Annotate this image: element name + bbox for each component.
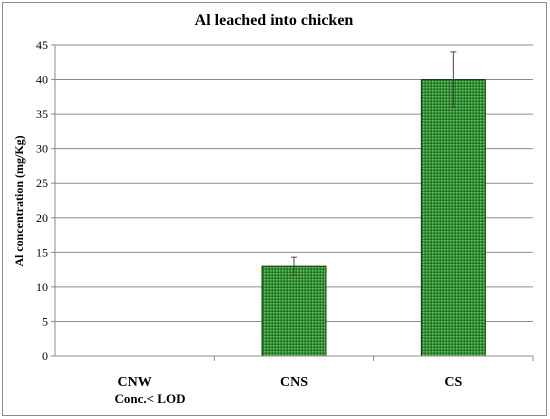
bar-cs <box>420 79 486 357</box>
y-tick-label: 35 <box>36 107 48 121</box>
error-bars <box>291 51 457 276</box>
y-tick-label: 5 <box>42 314 48 328</box>
chart-frame: Al leached into chicken 0 5 10 15 20 25 30 35 40… <box>2 2 547 416</box>
y-tick-label: 20 <box>36 211 48 225</box>
y-tick-label: 25 <box>36 176 48 190</box>
error-bar-cns <box>291 256 297 276</box>
y-tick-label: 45 <box>36 38 48 52</box>
y-tick-label: 30 <box>36 142 48 156</box>
x-category-label: CNS <box>280 375 308 390</box>
bar-cns <box>261 265 327 357</box>
y-tick-label: 40 <box>36 73 48 87</box>
y-tick-label: 15 <box>36 245 48 259</box>
bars <box>261 79 486 357</box>
chart-title: Al leached into chicken <box>195 12 354 29</box>
y-axis-label: Al concentration (mg/Kg) <box>12 135 26 266</box>
x-category-label: CNW <box>118 375 152 390</box>
error-bar-cs <box>450 51 457 108</box>
y-tick-label: 10 <box>36 280 48 294</box>
bar-chart: Al leached into chicken 0 5 10 15 20 25 30 35 40… <box>12 12 534 406</box>
x-category-label: CS <box>444 375 462 390</box>
y-tick-labels: 0 5 10 15 20 25 30 35 40 45 <box>36 38 48 363</box>
y-tick-label: 0 <box>42 349 48 363</box>
cnw-annotation: Conc.< LOD <box>115 391 186 406</box>
x-category-labels: CNW CNS CS <box>118 375 463 390</box>
